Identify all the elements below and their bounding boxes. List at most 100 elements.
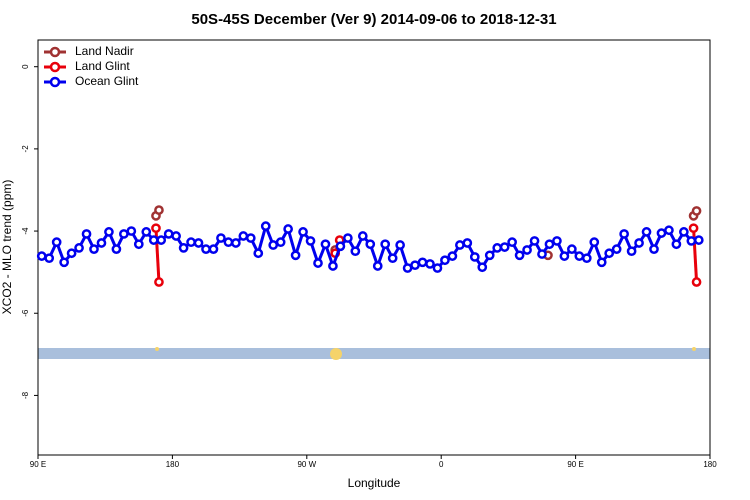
point	[581, 253, 592, 264]
point	[305, 236, 316, 246]
point	[260, 221, 271, 231]
point	[641, 227, 652, 237]
point	[223, 237, 234, 248]
point	[417, 257, 428, 268]
point	[148, 235, 159, 245]
point	[343, 233, 353, 243]
point	[89, 244, 99, 254]
x-tick-label: 90 E	[567, 460, 583, 469]
point	[283, 224, 293, 234]
point	[328, 261, 338, 271]
point	[275, 237, 286, 248]
point	[51, 237, 62, 248]
point	[253, 248, 264, 259]
point	[66, 248, 77, 259]
point	[552, 236, 562, 246]
point	[154, 277, 164, 287]
point	[484, 250, 495, 261]
chart-title: 50S-45S December (Ver 9) 2014-09-06 to 2…	[191, 11, 556, 28]
point	[380, 239, 391, 250]
point	[126, 226, 137, 236]
point	[455, 240, 465, 250]
point	[193, 238, 204, 248]
point	[178, 243, 189, 253]
x-axis-label: Longitude	[348, 476, 401, 490]
point	[111, 244, 122, 254]
point	[36, 251, 47, 261]
point	[574, 251, 585, 261]
legend-marker	[49, 61, 61, 73]
point	[537, 249, 547, 259]
point	[544, 239, 555, 250]
x-tick-label: 180	[703, 460, 717, 469]
point	[171, 231, 181, 241]
point	[133, 239, 144, 250]
point	[559, 251, 570, 261]
point	[499, 242, 510, 252]
point	[664, 225, 674, 236]
point	[59, 257, 69, 268]
point	[522, 245, 532, 255]
band-dot	[692, 347, 696, 351]
legend-marker	[49, 46, 61, 58]
point	[693, 235, 704, 245]
point	[387, 253, 398, 264]
point	[671, 239, 682, 250]
y-tick-label: 0	[21, 64, 30, 69]
point	[156, 235, 167, 245]
point	[163, 229, 174, 239]
point	[335, 241, 346, 252]
point	[81, 229, 92, 239]
point	[469, 252, 480, 262]
point	[688, 223, 699, 234]
point	[611, 244, 622, 254]
band-dot	[155, 347, 159, 351]
point	[656, 228, 667, 238]
point	[589, 237, 600, 248]
point	[44, 253, 55, 264]
legend-label: Land Nadir	[75, 44, 134, 58]
x-tick-label: 180	[166, 460, 180, 469]
point	[96, 238, 107, 248]
point	[507, 237, 517, 248]
point	[619, 229, 629, 239]
point	[74, 243, 84, 253]
point	[691, 206, 702, 216]
point	[313, 258, 323, 268]
point	[372, 261, 383, 271]
y-axis-label: XCO2 - MLO trend (ppm)	[0, 180, 14, 315]
point	[440, 255, 450, 266]
legend-marker	[49, 76, 61, 88]
point	[395, 240, 405, 250]
point	[357, 231, 368, 241]
point	[425, 259, 435, 269]
y-tick-label: -8	[21, 391, 30, 399]
point	[320, 239, 331, 250]
point	[104, 227, 114, 237]
point	[201, 244, 211, 254]
point	[626, 246, 637, 257]
point	[268, 240, 279, 250]
point	[567, 244, 577, 254]
point	[432, 263, 443, 273]
y-tick-label: -2	[21, 145, 30, 153]
point	[462, 238, 473, 248]
point	[231, 238, 241, 248]
legend-label: Land Glint	[75, 59, 130, 73]
point	[492, 243, 503, 253]
point	[119, 229, 129, 239]
y-tick-label: -4	[21, 227, 30, 235]
point	[245, 233, 256, 243]
y-tick-label: -6	[21, 309, 30, 317]
point	[596, 257, 607, 268]
plot-frame	[37, 39, 711, 456]
point	[402, 263, 413, 273]
point	[529, 236, 540, 246]
x-tick-label: 0	[439, 460, 444, 469]
point	[238, 231, 249, 241]
point	[141, 227, 152, 237]
point	[151, 223, 161, 234]
point	[634, 238, 644, 248]
point	[514, 250, 525, 261]
